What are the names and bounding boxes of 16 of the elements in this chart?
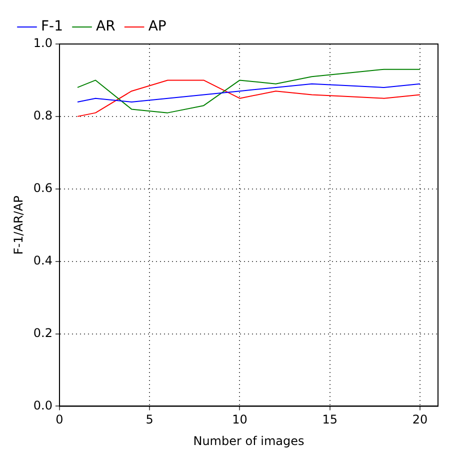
legend-label: AP: [148, 18, 166, 35]
legend-label: AR: [96, 18, 116, 35]
y-tick-label: 0.2: [33, 326, 52, 340]
y-tick-label: 0.6: [33, 181, 52, 196]
x-axis-title: Number of images: [193, 434, 304, 448]
y-tick-label: 0.4: [33, 253, 52, 268]
y-tick-label: 0.0: [33, 398, 52, 412]
x-tick-label: 15: [322, 412, 338, 427]
y-tick-label: 0.8: [33, 108, 52, 123]
x-tick-label: 10: [232, 412, 248, 427]
x-tick-label: 0: [56, 412, 64, 427]
y-tick-label: 1.0: [33, 36, 52, 50]
x-tick-label: 20: [412, 412, 428, 427]
x-tick-label: 5: [146, 412, 154, 427]
y-axis-title: F-1/AR/AP: [11, 196, 26, 255]
legend-label: F-1: [41, 18, 64, 35]
